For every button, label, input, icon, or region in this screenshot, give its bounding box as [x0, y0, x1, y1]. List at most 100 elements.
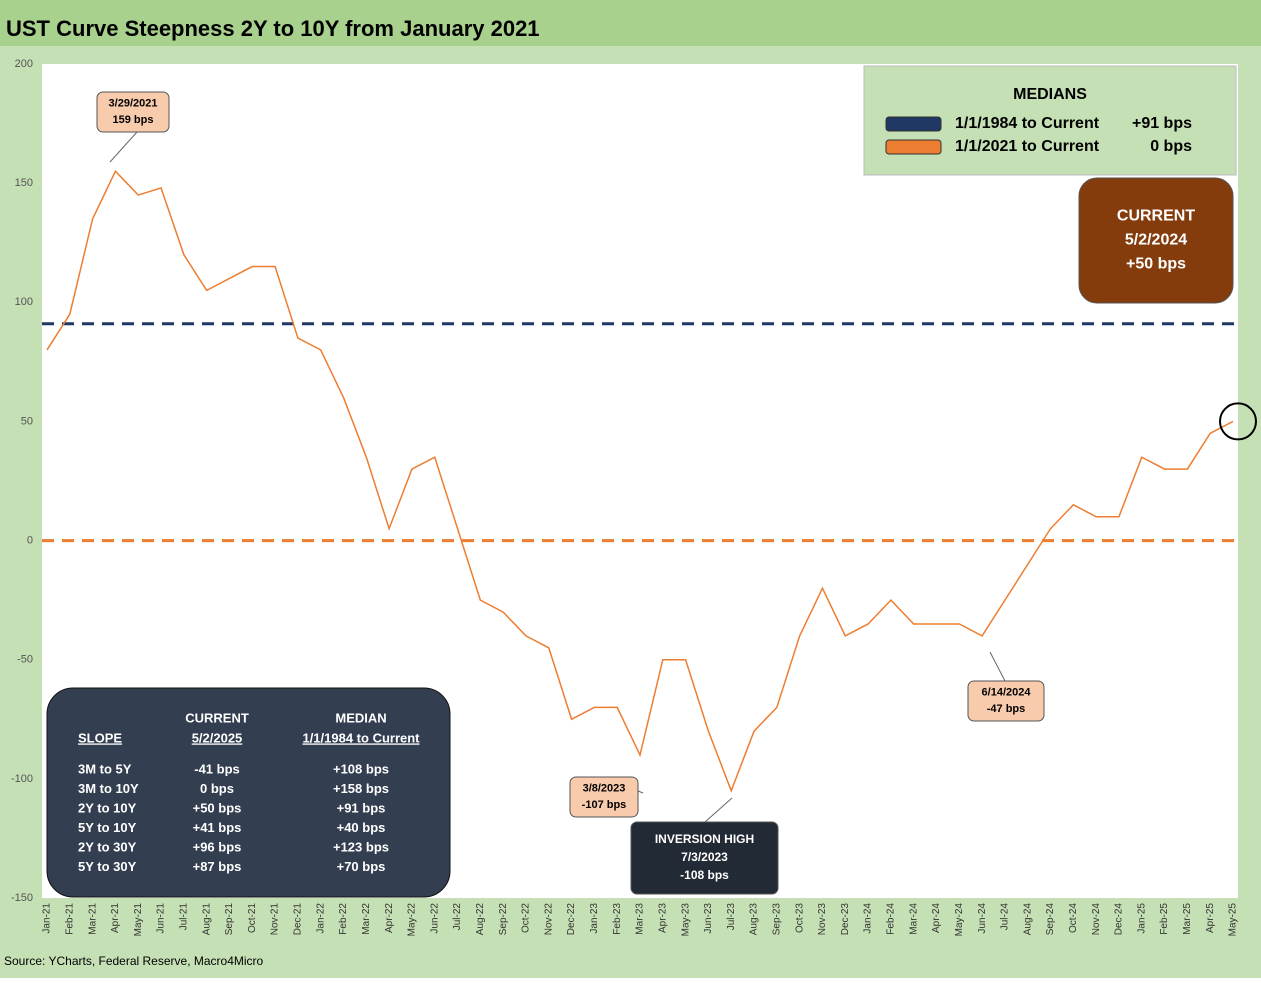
annotation-text: 6/14/2024	[982, 687, 1032, 699]
x-tick-label: Aug-23	[749, 903, 760, 936]
x-tick-label: Aug-21	[201, 903, 212, 936]
legend-swatch	[885, 116, 942, 132]
x-tick-label: Apr-25	[1205, 903, 1216, 933]
x-tick-label: Jul-23	[726, 903, 737, 931]
y-tick-label: 0	[27, 534, 33, 546]
x-tick-label: Apr-24	[931, 903, 942, 933]
y-tick-label: 50	[21, 415, 33, 427]
chart-title: UST Curve Steepness 2Y to 10Y from Janua…	[6, 16, 540, 41]
x-tick-label: Feb-24	[886, 903, 897, 935]
title-bar	[0, 0, 1261, 46]
table-header: SLOPE	[78, 730, 122, 745]
legend-title: MEDIANS	[1013, 86, 1087, 103]
annotation-pointer	[989, 651, 1006, 682]
table-cell: +158 bps	[333, 781, 389, 796]
x-tick-label: Oct-21	[247, 903, 258, 933]
x-tick-label: Sep-23	[771, 903, 782, 936]
table-cell: 3M to 5Y	[78, 761, 132, 776]
annotation-text: -107 bps	[582, 799, 627, 811]
x-tick-label: Apr-21	[110, 903, 121, 933]
x-tick-label: Jul-22	[452, 903, 463, 931]
table-cell: +50 bps	[193, 800, 242, 815]
y-tick-label: -150	[11, 892, 33, 904]
table-cell: +41 bps	[193, 820, 242, 835]
x-tick-label: Mar-24	[908, 903, 919, 935]
annotation-box	[967, 680, 1045, 722]
annotation-box	[630, 821, 779, 895]
current-marker	[1219, 402, 1257, 441]
x-tick-label: Feb-23	[612, 903, 623, 935]
y-tick-label: 200	[15, 58, 33, 70]
annotation-text: -108 bps	[680, 868, 729, 882]
annotation-box	[569, 776, 639, 818]
x-tick-label: Mar-22	[361, 903, 372, 935]
x-tick-label: Nov-24	[1091, 903, 1102, 936]
x-tick-label: Sep-24	[1045, 903, 1056, 936]
annotation-text: 159 bps	[113, 114, 154, 126]
source: Source: YCharts, Federal Reserve, Macro4…	[4, 954, 264, 968]
annotation-text: 5/2/2024	[1125, 232, 1187, 249]
x-tick-label: Mar-25	[1182, 903, 1193, 935]
table-cell: 0 bps	[200, 781, 234, 796]
table-cell: +91 bps	[337, 800, 386, 815]
x-tick-label: Jun-22	[429, 903, 440, 934]
x-tick-label: Jan-23	[589, 903, 600, 934]
legend-label: 1/1/1984 to Current	[955, 115, 1100, 132]
legend-value: +91 bps	[1132, 115, 1192, 132]
table-box	[46, 687, 451, 898]
x-tick-label: Jul-24	[1000, 903, 1011, 931]
table-cell: 2Y to 10Y	[78, 800, 137, 815]
table-cell: +70 bps	[337, 859, 386, 874]
x-tick-label: Jun-24	[977, 903, 988, 934]
annotation-box	[1078, 177, 1234, 304]
annotation-text: INVERSION HIGH	[655, 832, 754, 846]
x-tick-label: Feb-21	[64, 903, 75, 935]
x-tick-label: May-22	[407, 903, 418, 937]
x-tick-label: Jan-22	[315, 903, 326, 934]
table-cell: -41 bps	[194, 761, 240, 776]
x-tick-label: Apr-23	[657, 903, 668, 933]
annotation-box	[96, 91, 170, 133]
x-tick-label: Jan-25	[1136, 903, 1147, 934]
x-tick-label: May-25	[1228, 903, 1239, 937]
x-tick-label: Dec-22	[566, 903, 577, 936]
x-tick-label: Oct-22	[521, 903, 532, 933]
table-cell: +87 bps	[193, 859, 242, 874]
table-cell: +123 bps	[333, 839, 389, 854]
x-tick-label: Feb-22	[338, 903, 349, 935]
x-tick-label: Dec-21	[293, 903, 304, 936]
x-tick-label: Mar-23	[635, 903, 646, 935]
x-tick-label: Jan-24	[863, 903, 874, 934]
annotation-pointer	[704, 797, 733, 823]
x-tick-label: Oct-24	[1068, 903, 1079, 933]
x-tick-label: Nov-23	[817, 903, 828, 936]
table-cell: 3M to 10Y	[78, 781, 139, 796]
table-cell: +96 bps	[193, 839, 242, 854]
x-tick-label: Jan-21	[42, 903, 53, 934]
table-header: CURRENT	[185, 710, 249, 725]
data-line	[46, 169, 1234, 793]
x-tick-label: Nov-22	[543, 903, 554, 936]
table-header: 1/1/1984 to Current	[302, 730, 420, 745]
table-cell: +40 bps	[337, 820, 386, 835]
y-tick-label: 100	[15, 296, 33, 308]
x-tick-label: Nov-21	[270, 903, 281, 936]
annotation-text: -47 bps	[987, 703, 1026, 715]
y-tick-label: -100	[11, 773, 33, 785]
x-tick-label: Mar-21	[87, 903, 98, 935]
x-tick-label: Feb-25	[1159, 903, 1170, 935]
x-tick-label: Sep-21	[224, 903, 235, 936]
x-tick-label: Dec-23	[840, 903, 851, 936]
y-tick-label: -50	[17, 654, 33, 666]
x-tick-label: Jun-23	[703, 903, 714, 934]
x-tick-label: Jun-21	[156, 903, 167, 934]
table-cell: 5Y to 30Y	[78, 859, 137, 874]
x-tick-label: May-21	[133, 903, 144, 937]
table-cell: 2Y to 30Y	[78, 839, 137, 854]
x-tick-label: Oct-23	[794, 903, 805, 933]
x-tick-label: May-23	[680, 903, 691, 937]
annotation-text: +50 bps	[1126, 256, 1186, 273]
table-cell: +108 bps	[333, 761, 389, 776]
annotation-text: 7/3/2023	[681, 850, 728, 864]
